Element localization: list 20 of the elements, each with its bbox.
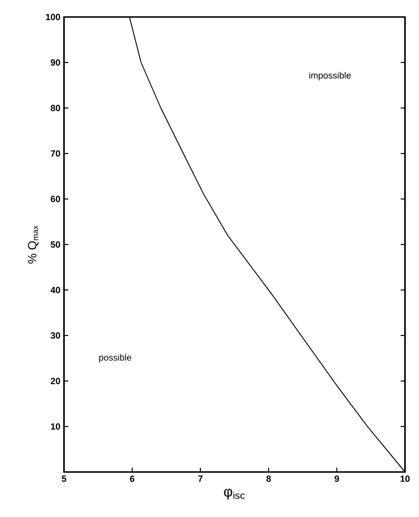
y-tick-label: 90 [50,59,60,66]
y-tick-label: 70 [50,150,60,157]
x-tick-label: 9 [334,476,339,482]
y-tick-label: 40 [50,286,60,294]
x-tick-label: 7 [198,476,203,482]
y-tick-label: 30 [50,332,60,339]
annotation: possible [99,354,132,362]
x-axis-title: φ$_{isc}$ [224,488,245,500]
x-tick-label: 8 [266,476,271,482]
x-tick-label: 10 [400,476,410,482]
x-tick-label: 6 [130,476,134,482]
y-axis-title: % Q$_{max}$ [28,226,39,264]
y-tick-label: 100 [46,14,60,20]
y-tick-label: 50 [50,241,60,248]
y-tick-label: 60 [50,196,60,202]
y-tick-label: 10 [51,423,60,430]
y-tick-label: 80 [50,104,60,112]
x-tick-label: 5 [62,476,66,482]
annotation: impossible [309,72,351,80]
y-tick-label: 20 [50,378,60,384]
